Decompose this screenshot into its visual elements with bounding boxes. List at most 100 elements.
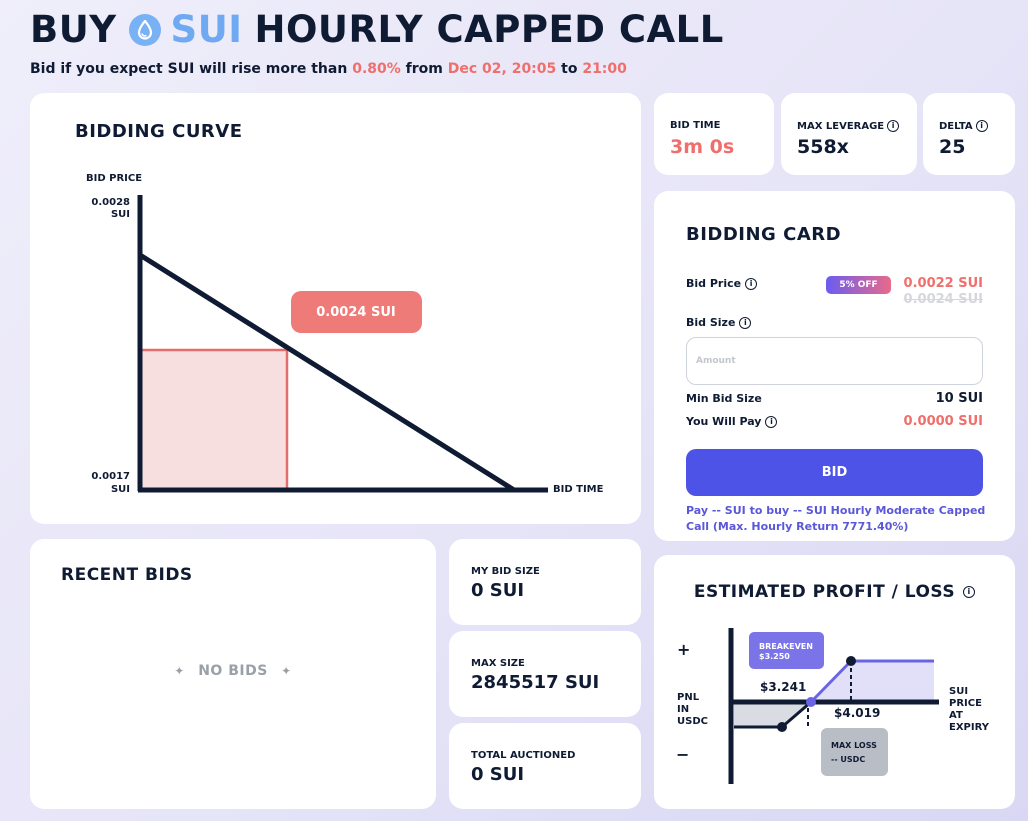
recent-bids-title: RECENT BIDS	[61, 565, 193, 585]
plus-sign: +	[677, 640, 690, 659]
bid-time-value: 3m 0s	[670, 136, 735, 158]
pnl-title: ESTIMATED PROFIT / LOSS	[693, 582, 956, 602]
info-icon[interactable]: i	[745, 277, 758, 290]
info-icon[interactable]: i	[739, 316, 752, 329]
strike-value: $3.241	[760, 680, 806, 694]
max-loss-label: MAX LOSS	[831, 741, 877, 750]
you-pay-label: You Will Pay i	[686, 415, 778, 428]
max-size-value: 2845517 SUI	[471, 672, 600, 693]
title-suffix: HOURLY CAPPED CALL	[254, 8, 724, 51]
my-bid-size-value: 0 SUI	[471, 580, 525, 601]
my-bid-size-label: MY BID SIZE	[471, 566, 540, 577]
y-max-value: 0.0028	[91, 197, 130, 208]
bid-size-label: Bid Size i	[686, 316, 752, 329]
pnl-title-row: ESTIMATED PROFIT / LOSS i	[654, 582, 1015, 602]
pnl-x-label-line4: EXPIRY	[949, 722, 990, 733]
recent-bids-card: RECENT BIDS ✦ NO BIDS ✦	[30, 539, 436, 809]
subtitle-start-time: Dec 02, 20:05	[447, 61, 557, 77]
delta-label: DELTA i	[939, 120, 988, 132]
max-leverage-label: MAX LEVERAGE i	[797, 120, 900, 132]
no-bids-message: ✦ NO BIDS ✦	[30, 663, 436, 679]
bid-price-value: 0.0022 SUI	[903, 276, 983, 291]
minus-sign: −	[676, 745, 689, 764]
bid-time-box: BID TIME 3m 0s	[654, 93, 774, 175]
max-size-label: MAX SIZE	[471, 658, 525, 669]
bidding-curve-title: BIDDING CURVE	[75, 121, 243, 142]
max-size-box: MAX SIZE 2845517 SUI	[449, 631, 641, 717]
breakeven-value: $3.250	[759, 652, 790, 661]
discount-badge: 5% OFF	[826, 276, 891, 294]
delta-label-text: DELTA	[939, 120, 973, 132]
y-axis-label: BID PRICE	[86, 173, 142, 184]
sui-drop-icon	[128, 13, 161, 46]
cap-point	[846, 656, 856, 666]
total-auctioned-value: 0 SUI	[471, 764, 525, 785]
breakeven-point	[806, 697, 816, 707]
pnl-card: ESTIMATED PROFIT / LOSS i BREAKEVEN $3.2…	[654, 555, 1015, 809]
sparkle-icon: ✦	[281, 664, 292, 678]
min-bid-label: Min Bid Size	[686, 392, 762, 405]
bid-size-label-text: Bid Size	[686, 316, 736, 329]
pnl-y-label-line2: IN	[677, 704, 689, 715]
max-leverage-label-text: MAX LEVERAGE	[797, 120, 885, 132]
y-min-unit: SUI	[111, 484, 130, 495]
subtitle-from: from	[405, 61, 443, 77]
bidding-curve-chart: 0.0024 SUI BID PRICE 0.0028 SUI 0.0017 S…	[86, 173, 604, 495]
subtitle-end-time: 21:00	[582, 61, 627, 77]
cap-value: $4.019	[834, 706, 880, 720]
subtitle-to: to	[561, 61, 578, 77]
loss-region	[734, 702, 811, 727]
info-icon[interactable]: i	[963, 586, 976, 598]
pnl-x-label-line3: AT	[949, 710, 963, 721]
sparkle-icon: ✦	[174, 664, 185, 678]
price-curve-line	[137, 252, 517, 493]
you-pay-label-text: You Will Pay	[686, 415, 762, 428]
bidding-curve-card: BIDDING CURVE 0.0024 SUI BID PRICE 0.002…	[30, 93, 641, 524]
current-price-label: 0.0024 SUI	[316, 305, 395, 320]
max-loss-value: -- USDC	[831, 755, 865, 764]
pnl-y-label-line3: USDC	[677, 716, 708, 727]
breakeven-label: BREAKEVEN	[759, 642, 813, 651]
my-bid-size-box: MY BID SIZE 0 SUI	[449, 539, 641, 625]
total-auctioned-box: TOTAL AUCTIONED 0 SUI	[449, 723, 641, 809]
breakeven-badge	[749, 632, 824, 669]
pnl-chart: BREAKEVEN $3.250 MAX LOSS -- USDC $3.241…	[676, 628, 990, 784]
info-icon[interactable]: i	[887, 120, 900, 132]
payoff-rise-loss	[781, 700, 812, 729]
y-max-unit: SUI	[111, 209, 130, 220]
pay-note: Pay -- SUI to buy -- SUI Hourly Moderate…	[686, 504, 986, 533]
bid-price-label-text: Bid Price	[686, 277, 742, 290]
amount-input[interactable]	[686, 337, 983, 385]
page-title: BUY SUI HOURLY CAPPED CALL	[30, 8, 724, 51]
page-subtitle: Bid if you expect SUI will rise more tha…	[30, 61, 627, 77]
no-bids-text: NO BIDS	[198, 663, 268, 679]
bid-time-label: BID TIME	[670, 120, 721, 131]
max-loss-badge	[821, 728, 888, 776]
info-icon[interactable]: i	[975, 120, 988, 132]
total-auctioned-label: TOTAL AUCTIONED	[471, 750, 576, 761]
y-min-value: 0.0017	[91, 471, 130, 482]
pnl-y-label-line1: PNL	[677, 692, 700, 703]
max-leverage-value: 558x	[797, 136, 849, 158]
delta-box: DELTA i 25	[923, 93, 1015, 175]
subtitle-text: Bid if you expect SUI will rise more tha…	[30, 61, 348, 77]
bidding-card-title: BIDDING CARD	[686, 224, 842, 245]
you-pay-value: 0.0000 SUI	[903, 414, 983, 429]
title-prefix: BUY	[30, 8, 117, 51]
bid-price-original: 0.0024 SUI	[903, 292, 983, 307]
delta-value: 25	[939, 136, 966, 158]
current-price-badge	[291, 291, 422, 333]
subtitle-threshold: 0.80%	[352, 61, 401, 77]
bid-button[interactable]: BID	[686, 449, 983, 496]
x-axis-label: BID TIME	[553, 484, 604, 495]
title-coin: SUI	[170, 8, 243, 51]
strike-point	[777, 722, 787, 732]
bid-area	[139, 348, 289, 492]
info-icon[interactable]: i	[765, 415, 778, 428]
min-bid-value: 10 SUI	[935, 391, 983, 406]
bid-price-label: Bid Price i	[686, 277, 758, 290]
pnl-x-label-line2: PRICE	[949, 698, 982, 709]
pnl-x-label-line1: SUI	[949, 686, 968, 697]
max-leverage-box: MAX LEVERAGE i 558x	[781, 93, 917, 175]
bidding-card: BIDDING CARD Bid Price i 5% OFF 0.0022 S…	[654, 191, 1015, 541]
